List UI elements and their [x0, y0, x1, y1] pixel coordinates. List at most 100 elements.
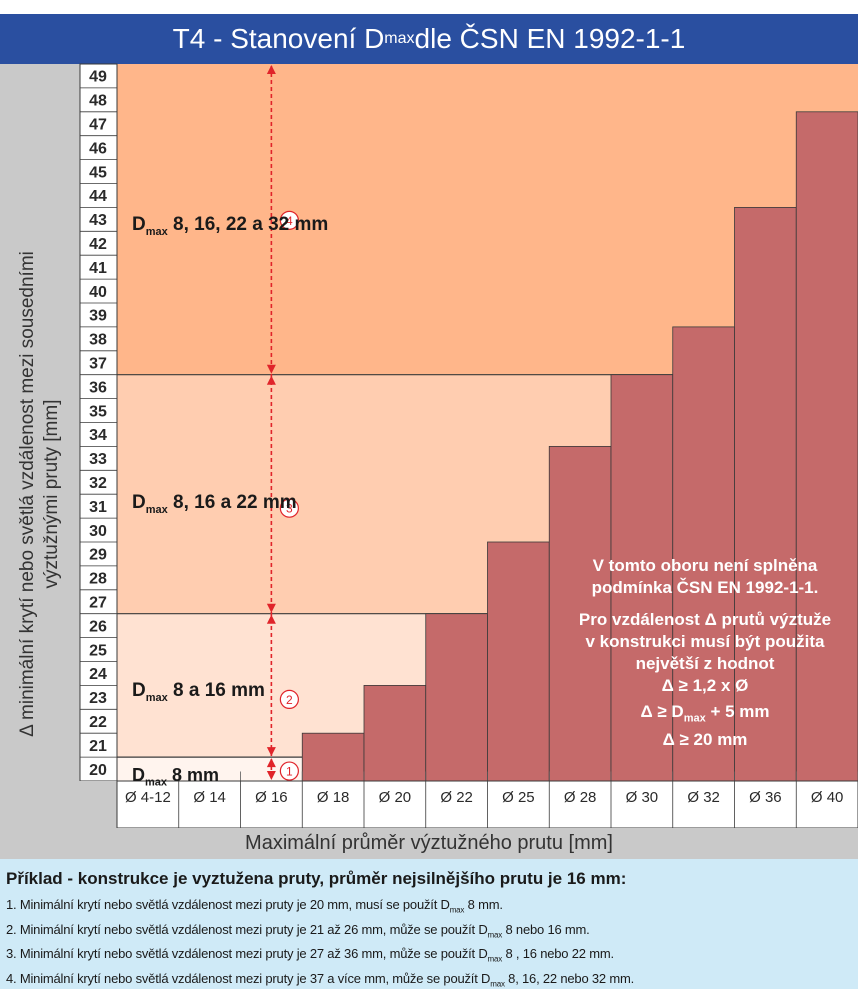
note-line-7-sub: max: [683, 712, 706, 725]
example-line-2-post: 8 nebo 16 mm.: [502, 921, 590, 937]
x-tick-label-Ø 18: Ø 18: [317, 789, 350, 806]
zone-marker-circle-2: [279, 689, 299, 710]
zone-1-text: 8 mm: [167, 765, 220, 785]
note-line-7: Δ ≥ Dmax + 5 mm: [540, 701, 858, 729]
arrow-up-2: [266, 614, 276, 624]
y-tick-label-26: 26: [89, 618, 107, 635]
arrow-down-1: [266, 771, 276, 780]
y-tick-label-48: 48: [89, 93, 107, 110]
x-tick-label-Ø 4-12: Ø 4-12: [125, 789, 171, 806]
chart-area: 2021222324252627282930313233343536373839…: [0, 63, 858, 828]
example-line-2-pre: 2. Minimální krytí nebo světlá vzdálenos…: [6, 921, 488, 937]
bar-Ø 25: [487, 541, 550, 782]
zone-3-text: 8, 16 a 22 mm: [167, 492, 297, 513]
x-tick-label-Ø 22: Ø 22: [440, 789, 473, 806]
zone-marker-2: 2: [286, 693, 293, 707]
bar-Ø 30: [610, 374, 674, 782]
title-prefix: T4 - Stanovení D: [172, 23, 385, 54]
zone-4-sub: max: [145, 225, 168, 238]
x-tick-label-Ø 40: Ø 40: [811, 789, 844, 806]
zone-1-sub: max: [145, 776, 168, 789]
bar-Ø 36: [734, 206, 797, 782]
example-line-3-sub: max: [487, 954, 503, 964]
note-line-8: Δ ≥ 20 mm: [662, 730, 748, 750]
y-tick-label-38: 38: [89, 332, 107, 349]
example-line-1: 1. Minimální krytí nebo světlá vzdálenos…: [6, 895, 858, 920]
arrow-down-3: [266, 603, 276, 613]
example-line-1-pre: 1. Minimální krytí nebo světlá vzdálenos…: [6, 897, 450, 912]
zone-4-label: Dmax 8, 16, 22 a 32 mm: [132, 214, 328, 238]
y-axis-panel: Δ minimální krytí nebo světlá vzdálenost…: [0, 64, 80, 796]
y-tick-label-33: 33: [89, 451, 107, 468]
x-tick-label-Ø 28: Ø 28: [564, 789, 597, 806]
x-tick-label-Ø 20: Ø 20: [379, 789, 412, 806]
bar-Ø 40: [795, 111, 858, 782]
y-tick-label-41: 41: [89, 260, 107, 277]
bar-Ø 32: [672, 326, 735, 782]
zone-3-label: Dmax 8, 16 a 22 mm: [132, 492, 297, 516]
x-tick-label-Ø 14: Ø 14: [193, 789, 226, 806]
zone-2-text: 8 a 16 mm: [167, 680, 265, 701]
bar-Ø 28: [548, 445, 612, 782]
x-tick-label-Ø 32: Ø 32: [687, 789, 720, 806]
x-tick-label-Ø 25: Ø 25: [502, 789, 535, 806]
example-line-4-sub: max: [490, 979, 505, 989]
y-tick-label-31: 31: [89, 499, 107, 516]
example-line-3-post: 8 , 16 nebo 22 mm.: [502, 946, 614, 962]
note-line-1: V tomto oboru není splněna: [592, 556, 818, 575]
y-tick-label-27: 27: [89, 594, 107, 611]
example-line-2: 2. Minimální krytí nebo světlá vzdálenos…: [6, 920, 858, 945]
forbidden-region-note: V tomto oboru není splněna podmínka ČSN …: [540, 555, 858, 751]
y-tick-label-37: 37: [89, 355, 107, 372]
zone-marker-circle-4: [279, 210, 299, 230]
example-line-3: 3. Minimální krytí nebo světlá vzdálenos…: [6, 944, 858, 969]
y-tick-label-45: 45: [89, 164, 107, 181]
y-tick-label-44: 44: [89, 188, 107, 205]
bar-Ø 20: [363, 685, 427, 782]
example-line-3-pre: 3. Minimální krytí nebo světlá vzdálenos…: [6, 946, 488, 962]
y-tick-label-20: 20: [89, 762, 107, 779]
example-line-1-sub: max: [449, 905, 465, 915]
zone-3-sub: max: [145, 503, 168, 516]
zone-marker-4: 4: [286, 214, 293, 228]
zone-1-prefix: D: [132, 765, 145, 785]
y-tick-label-39: 39: [89, 308, 107, 325]
arrow-down-2: [266, 747, 276, 757]
y-tick-label-49: 49: [89, 69, 107, 86]
y-tick-label-29: 29: [89, 547, 107, 564]
x-axis-title: Maximální průměr výztužného prutu [mm]: [0, 828, 858, 859]
y-tick-label-28: 28: [89, 571, 107, 588]
y-tick-label-46: 46: [89, 140, 107, 157]
arrow-up-4: [266, 65, 276, 74]
example-line-4-post: 8, 16, 22 nebo 32 mm.: [504, 970, 635, 986]
zone-marker-3: 3: [286, 502, 293, 516]
y-tick-label-35: 35: [89, 403, 107, 420]
zone-marker-circle-3: [279, 498, 299, 518]
note-line-4: v konstrukci musí být použita: [585, 632, 825, 651]
zone-2-prefix: D: [132, 680, 146, 701]
y-tick-label-30: 30: [89, 523, 107, 540]
y-tick-label-43: 43: [89, 212, 107, 229]
note-line-2: podmínka ČSN EN 1992-1-1.: [591, 578, 819, 597]
y-tick-label-24: 24: [89, 666, 107, 683]
zone-4-prefix: D: [132, 214, 146, 235]
example-heading: Příklad - konstrukce je vyztužena pruty,…: [6, 869, 627, 888]
x-tick-label-Ø 30: Ø 30: [626, 789, 659, 806]
x-tick-label-Ø 16: Ø 16: [255, 789, 288, 806]
y-tick-label-25: 25: [89, 642, 107, 659]
y-tick-label-32: 32: [89, 475, 107, 492]
title-suffix: dle ČSN EN 1992-1-1: [414, 23, 686, 54]
x-tick-label-Ø 36: Ø 36: [749, 789, 782, 806]
title-sub: max: [384, 30, 415, 47]
zone-marker-circle-1: [279, 761, 299, 781]
example-line-4-pre: 4. Minimální krytí nebo světlá vzdálenos…: [6, 970, 491, 986]
zone-4-text: 8, 16, 22 a 32 mm: [167, 214, 329, 235]
note-line-5: největší z hodnot: [635, 654, 775, 673]
y-tick-label-34: 34: [89, 427, 107, 444]
y-tick-label-21: 21: [89, 738, 107, 755]
y-tick-label-22: 22: [89, 714, 107, 731]
zone-marker-1: 1: [286, 765, 293, 779]
example-line-2-sub: max: [487, 930, 503, 940]
zone-3-prefix: D: [132, 492, 146, 513]
